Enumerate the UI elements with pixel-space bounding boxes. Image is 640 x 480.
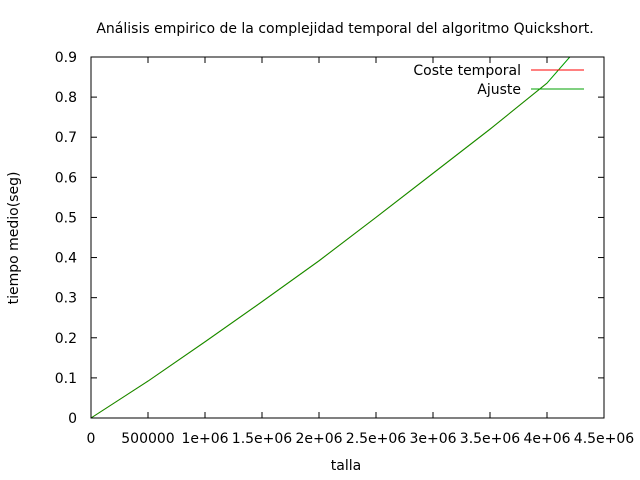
x-tick-label: 0 xyxy=(87,431,96,447)
series-line-ajuste xyxy=(90,56,571,419)
y-tick-label: 0 xyxy=(68,411,77,427)
plot-frame xyxy=(90,56,605,419)
ticks-layer: 0 500000 1e+06 1.5e+06 2e+06 2.5e+06 3e+06 3.5e… xyxy=(55,50,635,447)
legend: Coste temporal Ajuste xyxy=(413,63,584,98)
x-tick-label: 4.5e+06 xyxy=(574,431,635,447)
legend-label: Coste temporal xyxy=(413,63,521,79)
x-tick-label: 2.5e+06 xyxy=(346,431,407,447)
y-tick-label: 0.9 xyxy=(55,50,77,66)
series-layer xyxy=(90,56,571,419)
y-tick-label: 0.2 xyxy=(55,331,77,347)
x-tick-label: 1.5e+06 xyxy=(232,431,293,447)
x-tick-label: 500000 xyxy=(121,431,174,447)
y-tick-label: 0.4 xyxy=(55,251,77,267)
x-tick-label: 1e+06 xyxy=(181,431,228,447)
x-tick-label: 2e+06 xyxy=(295,431,342,447)
legend-label: Ajuste xyxy=(477,82,521,98)
y-tick-label: 0.6 xyxy=(55,170,77,186)
x-axis-label: talla xyxy=(331,458,361,474)
y-tick-label: 0.3 xyxy=(55,291,77,307)
y-tick-label: 0.1 xyxy=(55,371,77,387)
chart-title: Análisis empirico de la complejidad temp… xyxy=(96,21,593,37)
y-axis-label: tiempo medio(seg) xyxy=(6,172,22,305)
y-tick-label: 0.8 xyxy=(55,90,77,106)
y-tick-label: 0.5 xyxy=(55,210,77,226)
x-tick-label: 3e+06 xyxy=(409,431,456,447)
x-tick-label: 3.5e+06 xyxy=(460,431,521,447)
series-line-coste-temporal xyxy=(90,82,548,419)
x-tick-label: 4e+06 xyxy=(523,431,570,447)
y-tick-label: 0.7 xyxy=(55,130,77,146)
